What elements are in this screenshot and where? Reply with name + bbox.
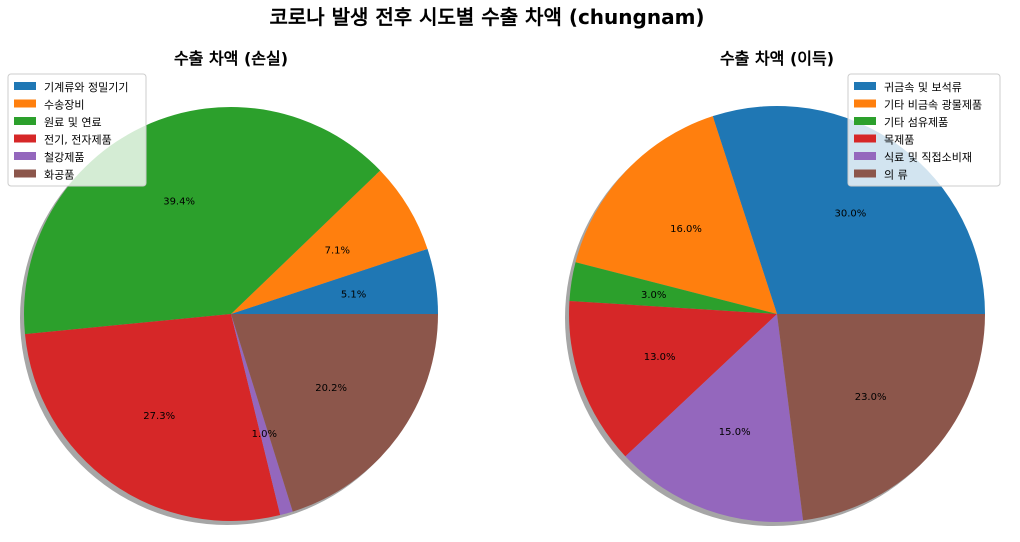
legend-label-loss-1: 수송장비 [44, 99, 84, 112]
pie-pct-label-gain-4: 15.0% [719, 427, 751, 438]
pie-slice-loss-4 [231, 314, 293, 516]
pie-pct-label-loss-0: 5.1% [341, 290, 366, 301]
legend-label-gain-0: 귀금속 및 보석류 [884, 81, 962, 94]
legend-box-loss [7, 73, 147, 187]
pie-slice-gain-3 [568, 300, 777, 457]
legend-swatch-gain-5 [854, 169, 876, 178]
pie-pct-label-gain-2: 3.0% [641, 290, 666, 301]
pie-slice-gain-0 [712, 105, 985, 314]
legend-swatch-loss-5 [14, 169, 36, 178]
pie-chart-gain: 수출 차액 (이득) 30.0% 16.0% 3.0% 13.0% 15.0% 23.0%… [565, 49, 1001, 526]
legend-swatch-loss-3 [14, 134, 36, 143]
pie-pct-label-gain-3: 13.0% [644, 352, 676, 363]
legend-label-loss-4: 철강제품 [44, 151, 84, 164]
pie-pct-label-loss-3: 27.3% [143, 411, 175, 422]
pie-slice-gain-5 [777, 314, 985, 521]
legend-swatch-loss-4 [14, 152, 36, 160]
pie-slice-loss-5 [231, 314, 438, 512]
legend-label-loss-5: 화공품 [44, 169, 74, 182]
legend-label-gain-4: 식료 및 직접소비재 [884, 151, 972, 164]
legend-box-gain [847, 73, 1001, 187]
figure-title: 코로나 발생 전후 시도별 수출 차액 (chungnam) [269, 5, 704, 29]
legend-label-loss-0: 기계류와 정밀기기 [44, 81, 128, 94]
pie-slice-loss-3 [24, 314, 281, 521]
pie-slice-gain-4 [625, 314, 804, 523]
legend-label-gain-2: 기타 섬유제품 [884, 116, 948, 129]
pie-slice-gain-2 [569, 262, 777, 314]
pie-pct-label-gain-0: 30.0% [835, 209, 867, 220]
legend-swatch-loss-0 [14, 82, 36, 90]
legend-swatch-gain-3 [854, 134, 876, 143]
pie-slice-gain-1 [575, 116, 777, 315]
legend-label-loss-2: 원료 및 연료 [44, 116, 102, 129]
legend-label-gain-5: 의 류 [884, 169, 908, 182]
pie-pct-label-loss-4: 1.0% [252, 429, 277, 440]
pie-chart-loss: 수출 차액 (손실) 5.1% 7.1% 39.4% 27.3% 1.0% 20.2% 기… [7, 49, 438, 525]
legend-swatch-gain-4 [854, 152, 876, 160]
pie-pct-label-loss-2: 39.4% [163, 197, 195, 208]
pie-pct-label-gain-5: 23.0% [855, 392, 887, 403]
legend-swatch-gain-2 [854, 117, 876, 125]
pie-pct-label-loss-1: 7.1% [325, 245, 350, 256]
legend-label-gain-3: 목제품 [884, 134, 914, 147]
legend-label-loss-3: 전기, 전자제품 [44, 134, 112, 147]
legend-swatch-gain-0 [854, 82, 876, 90]
pie-title-gain: 수출 차액 (이득) [720, 49, 834, 68]
pie-pct-label-loss-5: 20.2% [315, 383, 347, 394]
legend-swatch-gain-1 [854, 99, 876, 108]
pie-title-loss: 수출 차액 (손실) [174, 49, 288, 68]
pie-slice-loss-0 [231, 248, 438, 314]
pie-slice-loss-1 [231, 170, 428, 314]
legend-swatch-loss-1 [14, 99, 36, 108]
legend-swatch-loss-2 [14, 117, 36, 125]
legend-label-gain-1: 기타 비금속 광물제품 [884, 99, 982, 112]
pie-pct-label-gain-1: 16.0% [670, 224, 702, 235]
